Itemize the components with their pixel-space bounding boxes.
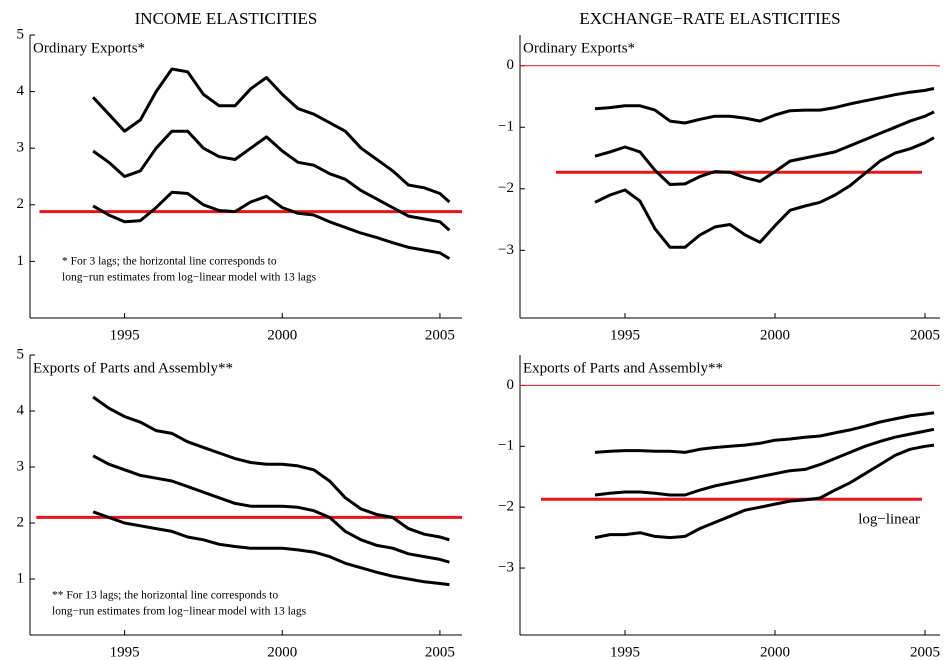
panel-title: EXCHANGE−RATE ELASTICITIES <box>579 9 840 28</box>
y-tick-label: 3 <box>17 140 25 156</box>
series-line <box>92 190 451 260</box>
y-tick-label: −3 <box>498 242 514 258</box>
series-line <box>92 510 450 587</box>
y-tick-label: 4 <box>17 402 25 418</box>
y-tick-label: −2 <box>498 499 514 515</box>
y-tick-label: −1 <box>498 438 514 454</box>
annotation: log−linear <box>858 511 920 527</box>
x-tick-label: 1995 <box>110 327 140 343</box>
panel-label: Ordinary Exports* <box>33 40 145 56</box>
series-line <box>92 454 450 564</box>
y-tick-label: −3 <box>498 559 514 575</box>
x-tick-label: 2005 <box>910 644 940 660</box>
footnote: long−run estimates from log−linear model… <box>62 272 317 284</box>
y-tick-label: 2 <box>17 196 25 212</box>
series-line <box>594 427 935 497</box>
x-tick-label: 2000 <box>760 644 790 660</box>
series-line <box>92 395 450 542</box>
series-line <box>594 136 935 249</box>
y-tick-label: 2 <box>17 514 25 530</box>
panel-label: Exports of Parts and Assembly** <box>523 360 723 376</box>
x-tick-label: 2000 <box>760 327 790 343</box>
y-tick-label: 0 <box>507 377 515 393</box>
series-line <box>594 110 935 186</box>
x-tick-label: 1995 <box>610 644 640 660</box>
x-tick-label: 2005 <box>910 327 940 343</box>
panel: EXCHANGE−RATE ELASTICITIES −3 −2 −1 0 1995 200… <box>498 9 940 343</box>
y-tick-label: 5 <box>17 346 25 362</box>
x-tick-label: 2000 <box>267 644 297 660</box>
series-line <box>92 129 451 232</box>
y-tick-label: 5 <box>17 26 25 42</box>
panel-title: INCOME ELASTICITIES <box>135 9 318 28</box>
x-tick-label: 2000 <box>267 327 297 343</box>
y-tick-label: 3 <box>17 458 25 474</box>
series-line <box>594 443 935 540</box>
footnote: ** For 13 lags; the horizontal line corr… <box>52 590 278 602</box>
y-tick-label: 4 <box>17 83 25 99</box>
panel: −3 −2 −1 0 1995 2000 2005 Exports of Parts and … <box>498 355 940 660</box>
y-tick-label: −1 <box>498 119 514 135</box>
series-line <box>594 411 935 454</box>
y-tick-label: 0 <box>507 57 515 73</box>
x-tick-label: 2005 <box>425 644 455 660</box>
x-tick-label: 1995 <box>610 327 640 343</box>
y-tick-label: −2 <box>498 180 514 196</box>
panel: INCOME ELASTICITIES 1 2 3 4 5 1995 2000 2005 Ordi… <box>17 9 462 343</box>
footnote: * For 3 lags; the horizontal line corres… <box>62 256 277 268</box>
footnote: long−run estimates from log−linear model… <box>52 606 307 618</box>
panel-label: Exports of Parts and Assembly** <box>33 360 233 376</box>
y-tick-label: 1 <box>17 570 25 586</box>
panel-label: Ordinary Exports* <box>523 40 635 56</box>
x-tick-label: 1995 <box>110 644 140 660</box>
series-line <box>594 87 935 125</box>
panel: 1 2 3 4 5 1995 2000 2005 Exports of Parts and As… <box>17 346 462 660</box>
series-line <box>92 67 451 204</box>
x-tick-label: 2005 <box>425 327 455 343</box>
y-tick-label: 1 <box>17 253 25 269</box>
